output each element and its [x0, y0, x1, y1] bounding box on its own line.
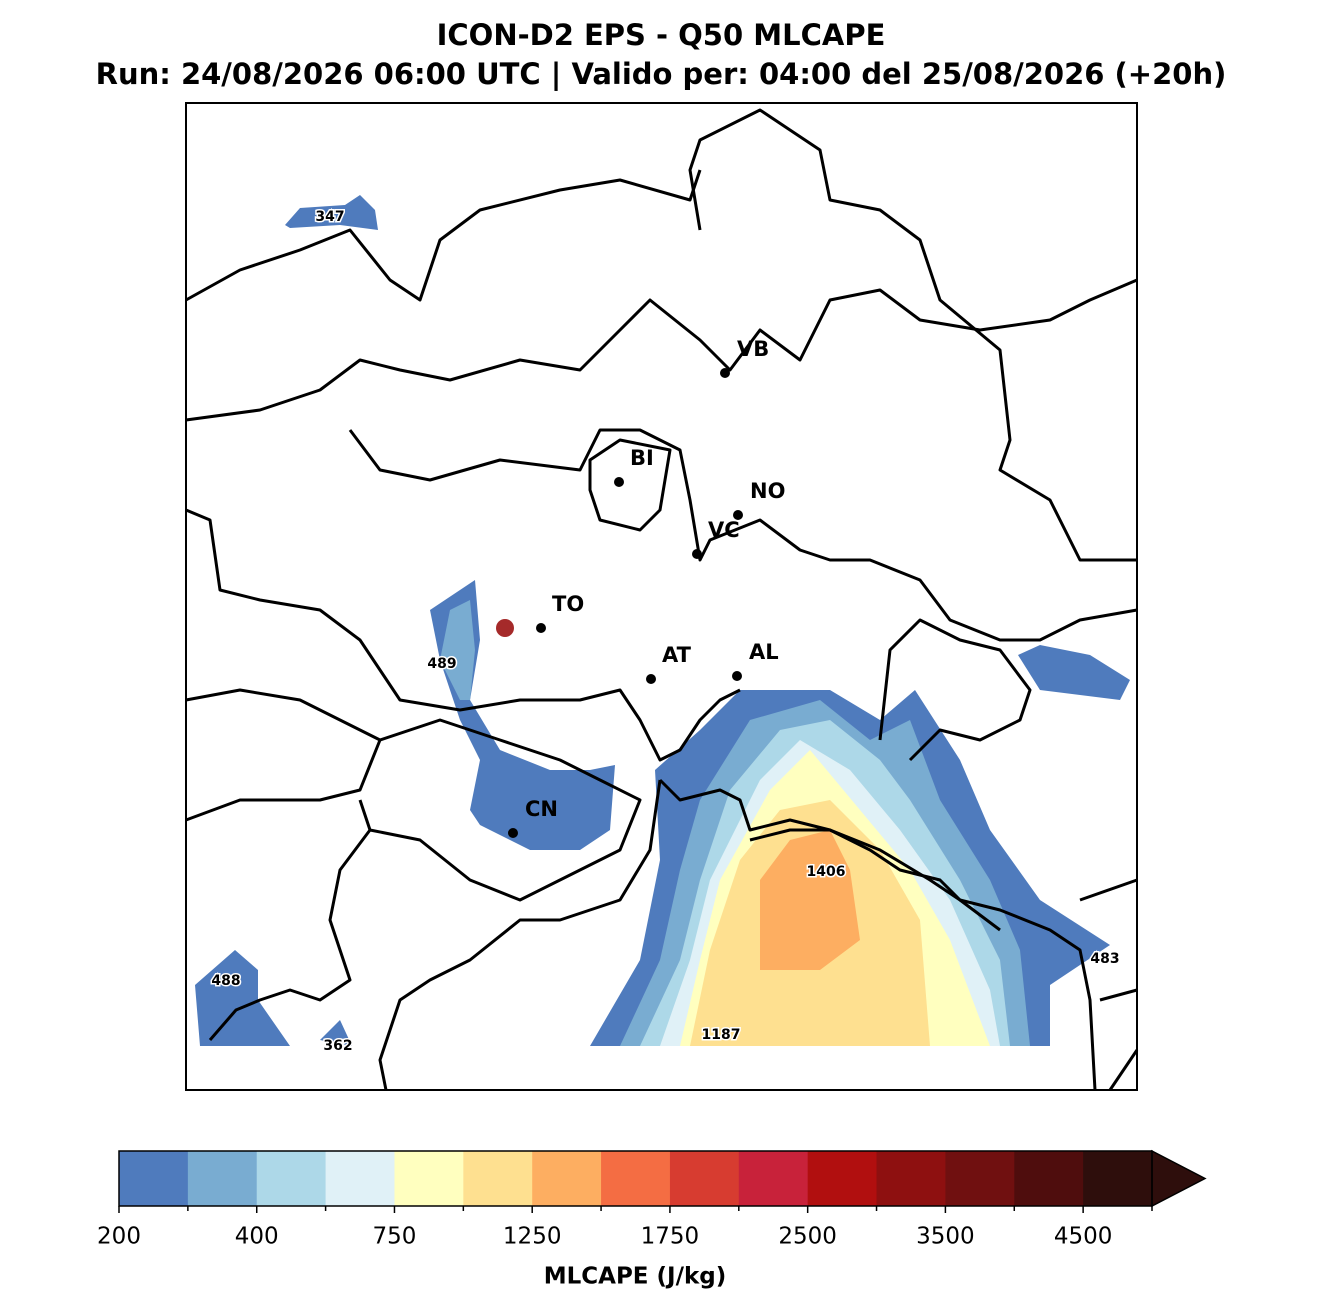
city-label: AL — [749, 640, 779, 664]
cape-area — [760, 830, 860, 970]
colorbar-tick-label: 2500 — [778, 1224, 837, 1250]
city-label: VC — [708, 518, 740, 542]
city-dot — [614, 477, 624, 487]
city-label: AT — [662, 643, 692, 667]
border — [378, 779, 662, 1091]
border — [749, 828, 1001, 932]
border — [1079, 878, 1139, 1091]
city-dot — [692, 549, 702, 559]
border — [358, 718, 642, 902]
colorbar-box — [532, 1151, 602, 1206]
city-label: CN — [525, 797, 558, 821]
labels: VB BI NO VC TO AT AL CN 347 489 1406 488 362 1187 483 — [210, 208, 1121, 1056]
cape-area — [285, 195, 378, 230]
border — [688, 108, 1137, 562]
border — [658, 778, 1097, 1091]
borders — [185, 108, 1139, 1091]
city-label: VB — [737, 337, 769, 361]
city-dot — [720, 368, 730, 378]
max-value-label: 1406 — [807, 864, 846, 880]
max-value-label: 347 — [315, 209, 344, 225]
colorbar-box — [669, 1151, 740, 1206]
colorbar-tick-label: 400 — [235, 1224, 279, 1250]
colorbar-tick-label: 200 — [97, 1224, 141, 1250]
city-label: BI — [630, 446, 654, 470]
colorbar-box — [1014, 1151, 1084, 1206]
city-dot — [733, 510, 743, 520]
colorbar-box — [119, 1151, 189, 1206]
border — [185, 688, 382, 822]
colorbar-box — [187, 1151, 258, 1206]
title: ICON-D2 EPS - Q50 MLCAPE — [437, 18, 886, 52]
colorbar-box — [807, 1151, 878, 1206]
max-value-label: 488 — [211, 973, 240, 989]
city-dot — [646, 674, 656, 684]
colorbar: 200 400 750 1250 1750 2500 3500 4500 — [97, 1149, 1207, 1250]
colorbar-tick-label: 4500 — [1054, 1224, 1113, 1250]
colorbar-box — [945, 1151, 1015, 1206]
cape-area — [195, 950, 290, 1046]
border — [588, 438, 672, 532]
location-marker — [496, 619, 514, 637]
border — [348, 428, 1138, 642]
colorbar-box — [876, 1151, 946, 1206]
border — [185, 278, 1138, 422]
colorbar-box — [256, 1151, 327, 1206]
city-dot — [732, 671, 742, 681]
colorbar-frame — [118, 1150, 1153, 1207]
max-value-label: 489 — [427, 656, 456, 672]
border — [185, 169, 702, 302]
city-dot — [508, 828, 518, 838]
colorbar-tick-label: 750 — [373, 1224, 417, 1250]
cape-area — [440, 600, 475, 700]
city-label: NO — [750, 479, 785, 503]
max-value-label: 1187 — [702, 1027, 741, 1043]
cape-area — [1018, 645, 1130, 700]
border — [878, 618, 1032, 762]
colorbar-box — [601, 1151, 671, 1206]
max-value-label: 483 — [1090, 951, 1119, 967]
border — [208, 829, 372, 1041]
colorbar-box — [738, 1151, 809, 1206]
colorbar-tick-label: 3500 — [916, 1224, 975, 1250]
colorbar-box — [1083, 1151, 1153, 1206]
colorbar-box — [463, 1151, 533, 1206]
colorbar-tick-label: 1250 — [503, 1224, 562, 1250]
colorbar-extension — [1151, 1149, 1207, 1208]
cape-field — [195, 195, 1130, 1046]
map-frame — [185, 102, 1138, 1091]
city-dot — [536, 623, 546, 633]
colorbar-box — [325, 1151, 395, 1206]
max-value-label: 362 — [323, 1038, 352, 1054]
city-label: TO — [552, 592, 584, 616]
colorbar-box — [394, 1151, 464, 1206]
cape-area — [430, 580, 615, 850]
subtitle: Run: 24/08/2026 06:00 UTC | Valido per: … — [96, 57, 1227, 91]
colorbar-tick-label: 1750 — [641, 1224, 700, 1250]
border — [185, 508, 741, 762]
colorbar-label: MLCAPE (J/kg) — [544, 1264, 727, 1290]
cape-area — [320, 1020, 352, 1046]
